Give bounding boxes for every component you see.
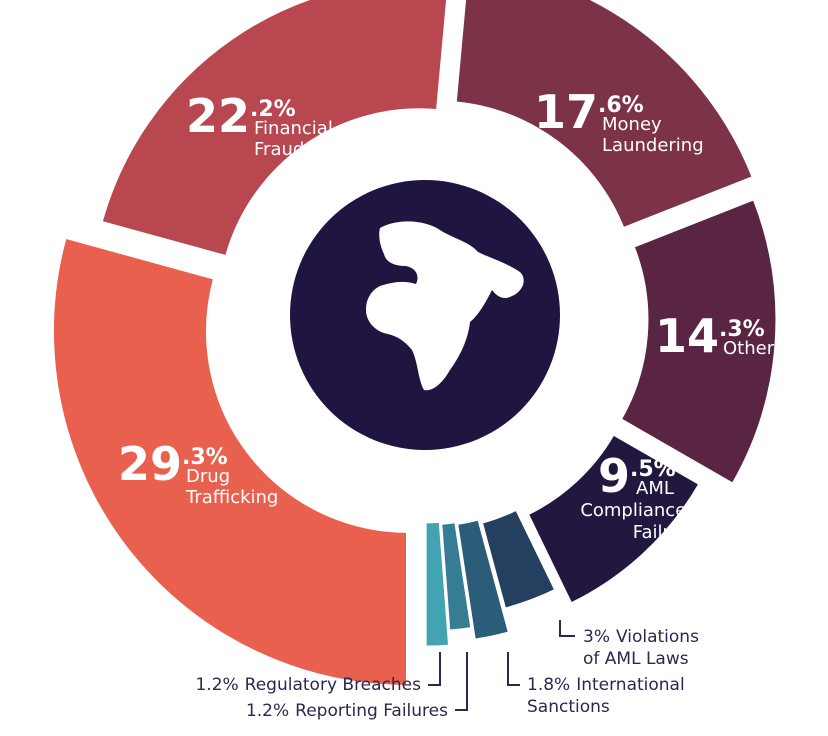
value-label: 3% (583, 627, 610, 647)
slice (453, 0, 756, 231)
leader-line (428, 652, 441, 686)
slice (51, 235, 410, 688)
category-label: AML Compliance Failure (580, 478, 692, 543)
category-label: Money Laundering (602, 114, 704, 156)
value-label: 29.3% (118, 437, 228, 491)
slice (99, 0, 450, 259)
category-label: Regulatory Breaches (245, 675, 421, 695)
value-label: 22.2% (186, 89, 296, 143)
value-label: 1.2% (246, 701, 289, 721)
continent (366, 221, 524, 391)
leader-line (507, 652, 520, 686)
category-label: Other (723, 338, 775, 359)
labels: 29.3%Drug Trafficking 22.2%Financial Frau… (118, 85, 775, 721)
leader-line (455, 652, 468, 711)
slice (479, 507, 558, 612)
category-label: Financial Fraud (254, 118, 339, 160)
category-label: Reporting Failures (295, 701, 448, 721)
value-label: 1.8% (527, 675, 570, 695)
value-label: 14.3% (655, 309, 765, 363)
category-label: Violations of AML Laws (583, 627, 704, 669)
slice (423, 519, 452, 649)
leader-line (559, 620, 575, 637)
value-label: 17.6% (534, 85, 644, 139)
value-label: 1.2% (195, 675, 238, 695)
slice (525, 431, 703, 606)
category-label: International Sanctions (527, 675, 690, 717)
value-label: 9.5% (598, 449, 676, 503)
slices (51, 0, 779, 688)
category-label: Drug Trafficking (185, 466, 278, 508)
slice (618, 196, 779, 487)
island (454, 255, 469, 270)
